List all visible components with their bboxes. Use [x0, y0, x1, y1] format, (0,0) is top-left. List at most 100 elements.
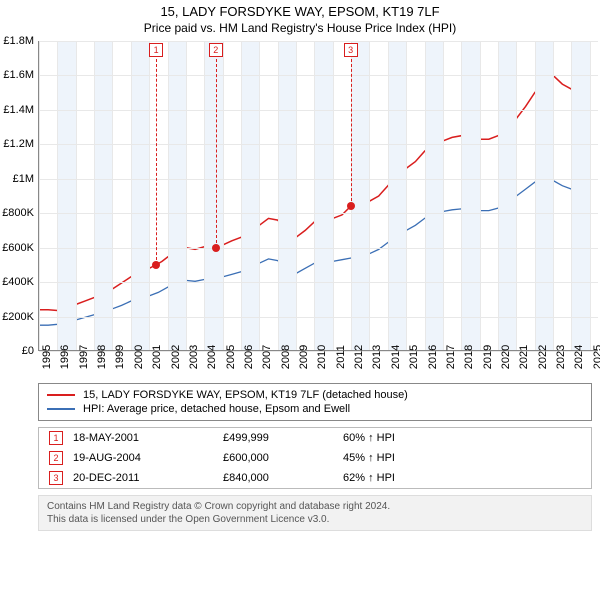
sales-row: 320-DEC-2011£840,00062% ↑ HPI: [39, 468, 591, 488]
y-tick-label: £0: [22, 345, 34, 357]
title-block: 15, LADY FORSDYKE WAY, EPSOM, KT19 7LF P…: [0, 0, 600, 41]
x-tick-label: 2020: [500, 345, 512, 369]
legend-swatch: [47, 394, 75, 396]
year-band: [278, 41, 296, 350]
gridline-v: [39, 41, 40, 350]
legend-swatch: [47, 408, 75, 410]
x-tick-label: 2013: [371, 345, 383, 369]
year-band: [351, 41, 369, 350]
x-tick-label: 2016: [427, 345, 439, 369]
gridline-v: [204, 41, 205, 350]
gridline-h: [39, 179, 598, 180]
x-tick-label: 2024: [573, 345, 585, 369]
legend-label: HPI: Average price, detached house, Epso…: [83, 403, 350, 415]
x-tick-label: 2012: [353, 345, 365, 369]
gridline-v: [76, 41, 77, 350]
gridline-v: [516, 41, 517, 350]
sale-marker-dot: [152, 261, 160, 269]
y-tick-label: £200K: [2, 311, 34, 323]
year-band: [131, 41, 149, 350]
legend-label: 15, LADY FORSDYKE WAY, EPSOM, KT19 7LF (…: [83, 389, 408, 401]
x-tick-label: 2004: [206, 345, 218, 369]
gridline-v: [388, 41, 389, 350]
sales-row-date: 18-MAY-2001: [73, 432, 213, 444]
x-tick-label: 1999: [114, 345, 126, 369]
sale-marker-line: [216, 59, 217, 248]
sale-marker-box: 3: [344, 43, 358, 57]
y-tick-label: £1M: [13, 173, 34, 185]
x-tick-label: 2015: [408, 345, 420, 369]
sales-row-date: 20-DEC-2011: [73, 472, 213, 484]
year-band: [241, 41, 259, 350]
sales-row: 118-MAY-2001£499,99960% ↑ HPI: [39, 428, 591, 448]
y-tick-label: £800K: [2, 207, 34, 219]
x-tick-label: 2023: [555, 345, 567, 369]
x-tick-label: 1996: [59, 345, 71, 369]
x-tick-label: 2010: [316, 345, 328, 369]
x-tick-label: 2022: [537, 345, 549, 369]
x-tick-label: 2002: [170, 345, 182, 369]
sale-marker-box: 1: [149, 43, 163, 57]
sales-row-hpi: 60% ↑ HPI: [343, 432, 581, 444]
sale-marker-dot: [212, 244, 220, 252]
x-tick-label: 2007: [261, 345, 273, 369]
x-tick-label: 2009: [298, 345, 310, 369]
legend-row: 15, LADY FORSDYKE WAY, EPSOM, KT19 7LF (…: [47, 388, 583, 402]
chart-area: 123 £0£200K£400K£600K£800K£1M£1.2M£1.4M£…: [38, 41, 598, 381]
sales-table: 118-MAY-2001£499,99960% ↑ HPI219-AUG-200…: [38, 427, 592, 489]
gridline-h: [39, 282, 598, 283]
sales-row-price: £600,000: [223, 452, 333, 464]
y-tick-label: £1.2M: [3, 138, 34, 150]
gridline-v: [168, 41, 169, 350]
gridline-v: [131, 41, 132, 350]
y-tick-label: £1.6M: [3, 69, 34, 81]
x-tick-label: 2019: [482, 345, 494, 369]
year-band: [94, 41, 112, 350]
year-band: [461, 41, 479, 350]
gridline-v: [498, 41, 499, 350]
year-band: [571, 41, 589, 350]
gridline-v: [149, 41, 150, 350]
gridline-v: [223, 41, 224, 350]
x-tick-label: 1998: [96, 345, 108, 369]
gridline-v: [535, 41, 536, 350]
gridline-v: [314, 41, 315, 350]
x-tick-label: 2021: [518, 345, 530, 369]
sales-row-price: £499,999: [223, 432, 333, 444]
y-tick-label: £400K: [2, 276, 34, 288]
chart-container: 15, LADY FORSDYKE WAY, EPSOM, KT19 7LF P…: [0, 0, 600, 590]
year-band: [425, 41, 443, 350]
x-tick-label: 2001: [151, 345, 163, 369]
x-tick-label: 2018: [463, 345, 475, 369]
x-tick-label: 1997: [78, 345, 90, 369]
gridline-h: [39, 248, 598, 249]
gridline-v: [259, 41, 260, 350]
year-band: [57, 41, 75, 350]
footer-line1: Contains HM Land Registry data © Crown c…: [47, 500, 583, 513]
gridline-v: [186, 41, 187, 350]
gridline-h: [39, 317, 598, 318]
year-band: [388, 41, 406, 350]
gridline-h: [39, 41, 598, 42]
x-tick-label: 2017: [445, 345, 457, 369]
x-tick-label: 2005: [225, 345, 237, 369]
title-subtitle: Price paid vs. HM Land Registry's House …: [0, 21, 600, 35]
year-band: [535, 41, 553, 350]
gridline-v: [571, 41, 572, 350]
gridline-v: [57, 41, 58, 350]
legend-row: HPI: Average price, detached house, Epso…: [47, 402, 583, 416]
x-tick-label: 2014: [390, 345, 402, 369]
sales-row-hpi: 45% ↑ HPI: [343, 452, 581, 464]
sales-row: 219-AUG-2004£600,00045% ↑ HPI: [39, 448, 591, 468]
x-tick-label: 2011: [335, 345, 347, 369]
gridline-v: [369, 41, 370, 350]
year-band: [498, 41, 516, 350]
gridline-v: [553, 41, 554, 350]
x-tick-label: 1995: [41, 345, 53, 369]
gridline-h: [39, 75, 598, 76]
gridline-v: [590, 41, 591, 350]
x-tick-label: 2006: [243, 345, 255, 369]
attribution-footer: Contains HM Land Registry data © Crown c…: [38, 495, 592, 531]
gridline-v: [425, 41, 426, 350]
gridline-v: [296, 41, 297, 350]
